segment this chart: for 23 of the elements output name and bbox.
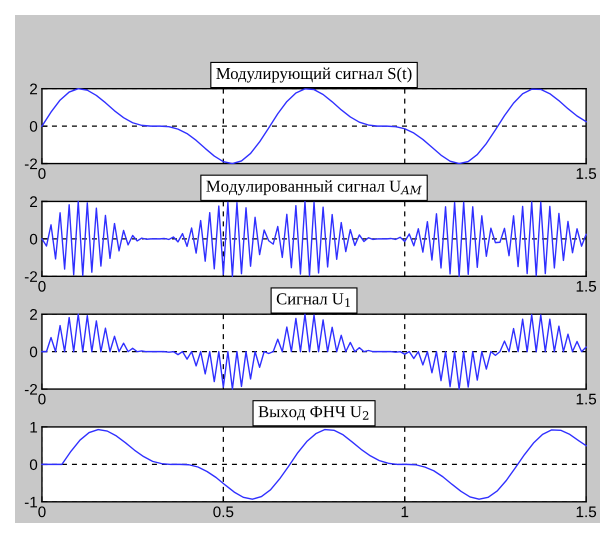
chart-title: Сигнал U$_{1}$: [276, 293, 350, 307]
chart-title: Модулирующий сигнал S(t): [216, 67, 412, 83]
y-tick-label: -2: [24, 158, 38, 170]
y-tick-label: -2: [24, 271, 38, 282]
y-tick-label: 2: [30, 309, 38, 320]
chart-title: Выход ФНЧ U$_{2}$: [258, 406, 368, 420]
y-tick-label: 1: [30, 422, 38, 432]
y-tick-label: 0: [30, 120, 38, 132]
x-tick-label: 1: [402, 506, 408, 518]
x-tick-label: 1.5: [576, 168, 596, 179]
y-tick-label: -1: [24, 496, 38, 508]
y-tick-label: 0: [30, 459, 38, 470]
x-tick-label: 1.5: [576, 506, 596, 518]
x-tick-label: 1.5: [576, 394, 596, 404]
y-tick-label: 0: [30, 346, 38, 358]
y-tick-label: 2: [30, 196, 38, 207]
x-tick-label: 1.5: [576, 281, 596, 292]
x-tick-label: 0: [38, 506, 46, 518]
chart-title: Модулированный сигнал U$_{AM}$: [206, 180, 422, 196]
y-tick-label: 2: [30, 84, 38, 94]
y-tick-label: 0: [30, 234, 38, 245]
y-tick-label: -2: [24, 384, 38, 395]
x-tick-label: 0.5: [213, 506, 234, 518]
